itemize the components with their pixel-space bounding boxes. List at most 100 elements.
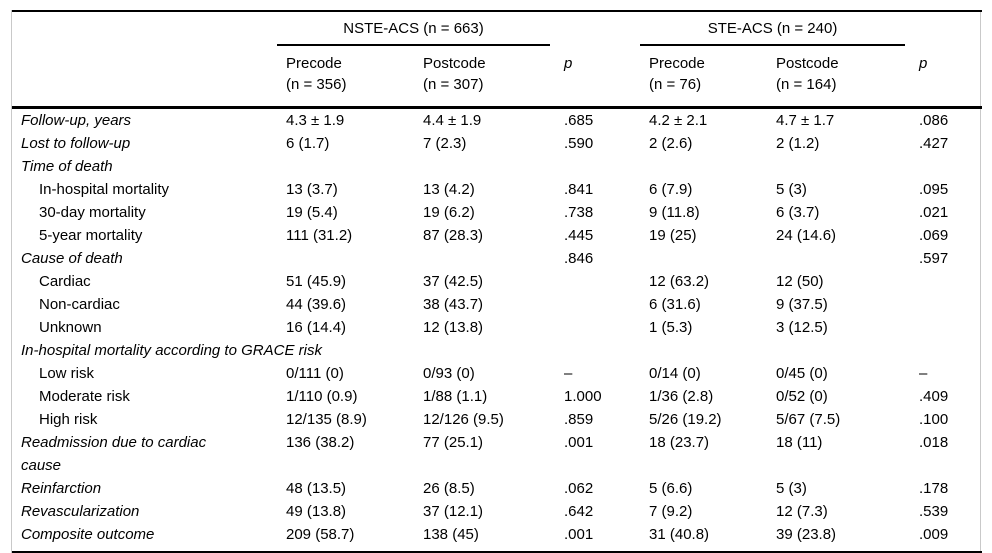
table-cell: [423, 247, 564, 270]
nste-acs-group-header: NSTE-ACS (n = 663): [277, 19, 550, 46]
table-cell: 37 (42.5): [423, 273, 484, 290]
table-cell: .018: [919, 434, 949, 451]
label-column-header: [12, 46, 286, 108]
table-cell: [919, 316, 982, 339]
row-label-text: Moderate risk: [39, 388, 130, 405]
table-cell: [919, 270, 982, 293]
group-header-row: NSTE-ACS (n = 663) STE-ACS (n = 240): [12, 11, 982, 46]
table-cell: [564, 155, 649, 178]
table-cell: 12/126 (9.5): [423, 411, 504, 428]
table-cell: 5 (6.6): [649, 480, 693, 497]
ste-postcode-header: Postcode (n = 164): [776, 46, 919, 108]
column-header-line: Precode: [286, 55, 342, 72]
nste-postcode-header: Postcode (n = 307): [423, 46, 564, 108]
row-label: Time of death: [12, 155, 286, 178]
ste-precode-header: Precode (n = 76): [649, 46, 776, 108]
table-row: Moderate risk 1/110 (0.9) 1/88 (1.1) 1.000 1…: [12, 385, 982, 408]
table-cell: 1 (5.3): [649, 319, 693, 336]
table-row: Cardiac 51 (45.9) 37 (42.5) 12 (63.2) 12 (50…: [12, 270, 982, 293]
table-cell: 37 (12.1): [423, 503, 484, 520]
table-cell: [919, 339, 982, 362]
row-label-text: Non-cardiac: [39, 296, 120, 313]
table-cell: .062: [564, 480, 594, 497]
nste-acs-group-cell: NSTE-ACS (n = 663): [277, 11, 564, 46]
table-row: 5-year mortality 111 (31.2) 87 (28.3) .445 1…: [12, 224, 982, 247]
row-label-text: In-hospital mortality: [39, 181, 170, 198]
table-cell: 2 (2.6): [649, 135, 693, 152]
table-cell: 1/110 (0.9): [286, 388, 358, 405]
table-cell: [919, 155, 982, 178]
table-cell: 12 (63.2): [649, 273, 710, 290]
table-cell: [649, 155, 776, 178]
row-label-text: Readmission due to cardiac cause: [21, 434, 207, 474]
table-cell: 19 (25): [649, 227, 697, 244]
table-cell: 31 (40.8): [649, 526, 710, 543]
table-cell: 12 (13.8): [423, 319, 484, 336]
table-cell: 38 (43.7): [423, 296, 484, 313]
table-row: Composite outcome 209 (58.7) 138 (45) .001 3…: [12, 523, 982, 553]
row-label: Cause of death: [12, 247, 286, 270]
table-row: Lost to follow-up 6 (1.7) 7 (2.3) .590 2 (2.…: [12, 132, 982, 155]
table-cell: 5/26 (19.2): [649, 411, 722, 428]
table-cell: 5/67 (7.5): [776, 411, 841, 428]
table-cell: 18 (23.7): [649, 434, 710, 451]
table-cell: 12/135 (8.9): [286, 411, 367, 428]
table-cell: 0/93 (0): [423, 365, 475, 382]
row-label: Follow-up, years: [12, 108, 286, 133]
table-cell: [564, 293, 649, 316]
outcomes-table: NSTE-ACS (n = 663) STE-ACS (n = 240) Pre…: [11, 10, 983, 553]
table-cell: 12 (7.3): [776, 503, 828, 520]
column-header-n: (n = 307): [423, 76, 484, 93]
table-cell: .069: [919, 227, 949, 244]
table-row: Reinfarction 48 (13.5) 26 (8.5) .062 5 (6.6)…: [12, 477, 982, 500]
table-cell: 7 (9.2): [649, 503, 693, 520]
row-label: Non-cardiac: [12, 293, 286, 316]
row-label: High risk: [12, 408, 286, 431]
table-cell: 1/36 (2.8): [649, 388, 714, 405]
table-cell: .597: [919, 250, 949, 267]
table-cell: .001: [564, 434, 594, 451]
row-label: Readmission due to cardiac cause: [12, 431, 286, 477]
table-cell: 0/111 (0): [286, 365, 344, 382]
table-row: Readmission due to cardiac cause 136 (38.…: [12, 431, 982, 477]
row-label: Unknown: [12, 316, 286, 339]
table-row: High risk 12/135 (8.9) 12/126 (9.5) .859 5/2…: [12, 408, 982, 431]
row-label: Low risk: [12, 362, 286, 385]
row-label: 5-year mortality: [12, 224, 286, 247]
table-cell: .642: [564, 503, 594, 520]
table-cell: .009: [919, 526, 949, 543]
table-body: Follow-up, years 4.3 ± 1.9 4.4 ± 1.9 .685 4.…: [12, 108, 982, 553]
table-cell: 0/45 (0): [776, 365, 828, 382]
table-cell: .539: [919, 503, 949, 520]
row-label: In-hospital mortality according to GRACE…: [12, 339, 322, 362]
row-label-text: Follow-up, years: [21, 112, 132, 129]
table-cell: 2 (1.2): [776, 135, 820, 152]
table-row: In-hospital mortality 13 (3.7) 13 (4.2) .84…: [12, 178, 982, 201]
nste-precode-header: Precode (n = 356): [286, 46, 423, 108]
table-cell: 77 (25.1): [423, 434, 484, 451]
table-cell: 0/14 (0): [649, 365, 701, 382]
row-label-text: Cause of death: [21, 250, 123, 267]
table-cell: .001: [564, 526, 594, 543]
table-cell: .409: [919, 388, 949, 405]
row-label-text: Low risk: [39, 365, 95, 382]
row-label: Composite outcome: [12, 523, 286, 553]
table-cell: .095: [919, 181, 949, 198]
row-label-text: 30-day mortality: [39, 204, 146, 221]
table-cell: 19 (6.2): [423, 204, 475, 221]
row-label: In-hospital mortality: [12, 178, 286, 201]
column-header-n: (n = 76): [649, 76, 702, 93]
row-label: Revascularization: [12, 500, 286, 523]
table-cell: 49 (13.8): [286, 503, 347, 520]
table-cell: .100: [919, 411, 949, 428]
table-cell: .086: [919, 112, 949, 129]
table-row: Follow-up, years 4.3 ± 1.9 4.4 ± 1.9 .685 4.…: [12, 108, 982, 133]
table-cell: .859: [564, 411, 594, 428]
row-label-text: High risk: [39, 411, 98, 428]
table-cell: 9 (11.8): [649, 204, 700, 221]
row-label-text: Composite outcome: [21, 526, 155, 543]
table-row: Unknown 16 (14.4) 12 (13.8) 1 (5.3) 3 (12.5): [12, 316, 982, 339]
table-cell: 0/52 (0): [776, 388, 828, 405]
table-cell: .427: [919, 135, 949, 152]
